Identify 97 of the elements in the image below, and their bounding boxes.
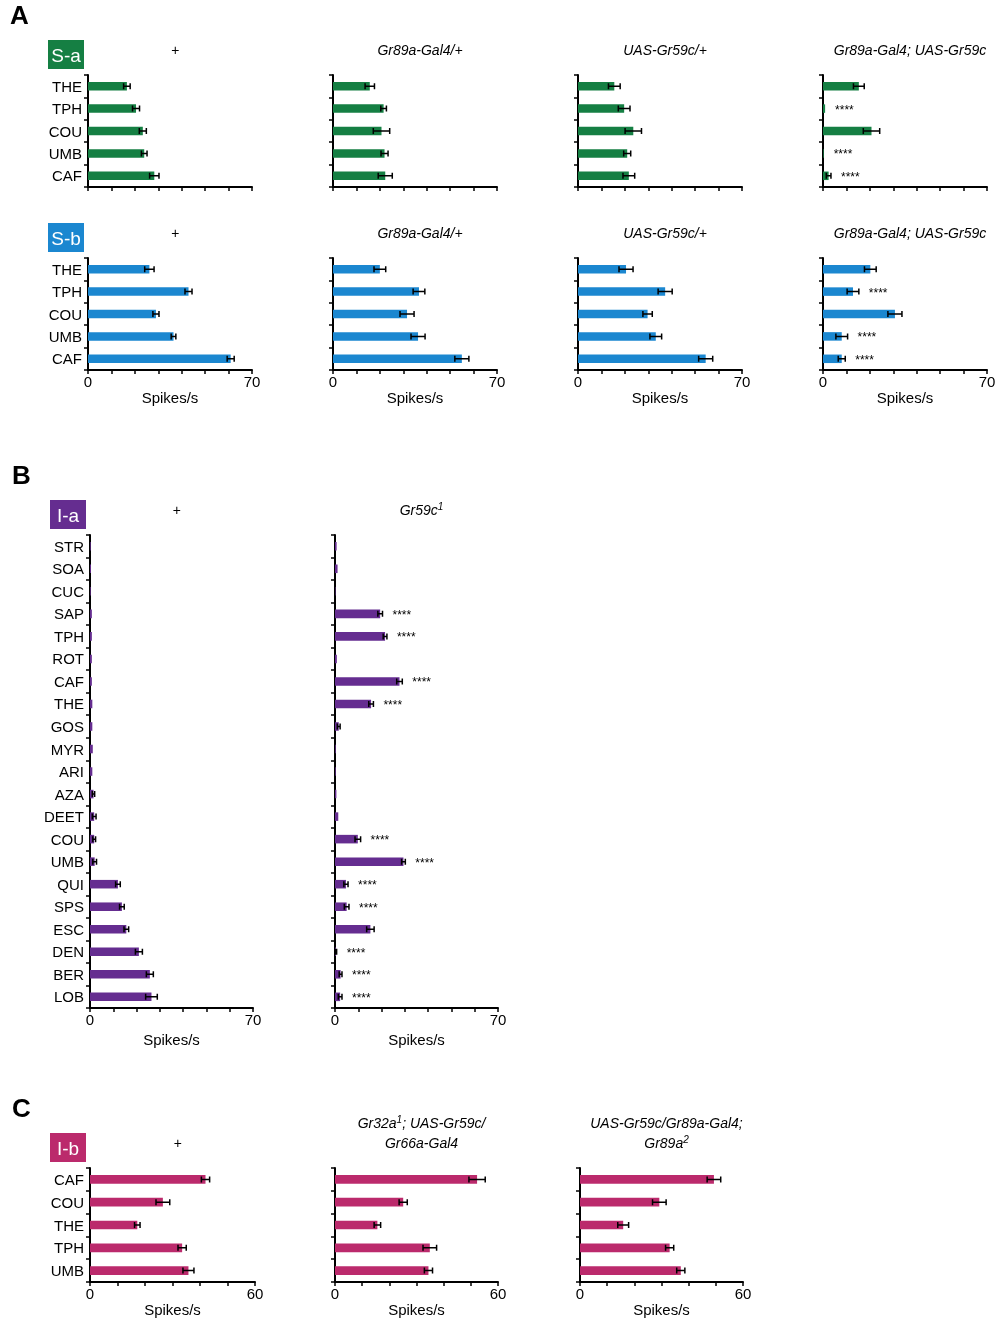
y-tick-label: COU [48,305,82,323]
chart-title: + [170,225,180,241]
y-tick-label: ESC [53,920,85,938]
annotation: **** [351,968,371,983]
y-tick-label: DEN [52,943,84,961]
y-tick-label: GOS [50,717,84,735]
text: A [10,0,29,30]
annotation: **** [346,945,366,960]
annotation: **** [855,352,875,367]
y-tick-label: SOA [52,560,84,578]
y-tick-label: THE [52,260,82,278]
x-axis-title: Spikes/s [141,389,199,406]
x-tick-label: 60 [246,1285,264,1302]
y-tick-label: COU [48,122,82,140]
x-tick-label: 70 [489,1011,507,1029]
y-tick-label: STR [54,537,85,555]
x-tick-label: 70 [488,373,506,390]
y-tick-label: CAF [52,350,82,368]
annotation: **** [412,675,432,690]
x-tick-label: 0 [818,373,828,390]
y-tick-label: COU [50,830,84,848]
chart-title: + [170,42,180,58]
y-tick-label: UMB [48,144,82,162]
y-tick-label: TPH [52,100,82,118]
annotation: **** [415,855,435,870]
y-tick-label: DEET [43,808,84,826]
y-tick-label: UMB [50,1262,84,1280]
chart-title: UAS-Gr59c/+ [623,225,707,241]
chart-subtitle: S-a [51,44,82,66]
y-tick-label: MYR [50,740,85,758]
x-tick-label: 0 [85,1285,95,1302]
x-tick-label: 70 [978,373,996,390]
y-tick-label: TPH [54,627,84,645]
annotation: **** [358,900,378,915]
x-axis-title: Spikes/s [388,1031,445,1048]
y-tick-label: QUI [57,875,84,893]
x-axis-title: Spikes/s [876,389,934,406]
x-axis-title: Spikes/s [143,1031,200,1048]
annotation: **** [358,878,378,893]
x-tick-label: 70 [244,1011,262,1029]
annotation: **** [868,285,888,300]
chart-title: + [172,502,181,518]
y-tick-label: THE [52,77,82,95]
x-axis-title: Spikes/s [631,389,689,406]
x-tick-label: 0 [328,373,338,390]
y-tick-label: UMB [48,327,82,345]
y-tick-label: AZA [54,785,84,803]
y-tick-label: THE [54,1216,84,1234]
chart-subtitle: I-a [56,504,80,526]
x-tick-label: 0 [85,1011,95,1029]
annotation: **** [392,607,412,622]
y-tick-label: TPH [54,1239,84,1257]
chart-title: UAS-Gr59c/+ [623,42,707,58]
x-tick-label: 70 [243,373,261,390]
annotation: **** [840,169,860,184]
chart-subtitle: I-b [56,1137,80,1159]
y-tick-label: SAP [53,605,84,623]
y-tick-label: CAF [52,167,82,185]
text: B [12,460,31,490]
chart-subtitle: S-b [51,227,81,249]
x-axis-title: Spikes/s [633,1301,690,1318]
y-tick-label: CUC [51,582,85,600]
x-tick-label: 0 [573,373,583,390]
chart-title: + [173,1135,182,1151]
y-tick-label: TPH [52,283,82,301]
x-tick-label: 0 [330,1285,340,1302]
y-tick-label: ROT [52,650,84,668]
annotation: **** [835,102,855,117]
annotation: **** [370,833,390,848]
annotation: **** [857,330,877,345]
annotation: **** [351,990,371,1005]
y-tick-label: COU [50,1193,84,1211]
x-axis-title: Spikes/s [144,1301,201,1318]
y-tick-label: CAF [54,672,84,690]
y-tick-label: BER [53,965,85,983]
chart-title: Gr89a-Gal4; UAS-Gr59c [833,225,987,241]
annotation: **** [396,630,416,645]
annotation: **** [383,697,403,712]
x-axis-title: Spikes/s [388,1301,445,1318]
annotation: **** [833,147,853,162]
y-tick-label: ARI [58,763,84,781]
y-tick-label: THE [54,695,84,713]
y-tick-label: UMB [50,853,84,871]
x-tick-label: 0 [575,1285,585,1302]
x-tick-label: 0 [330,1011,340,1029]
chart-title: Gr89a-Gal4/+ [377,225,463,241]
x-tick-label: 0 [83,373,93,390]
y-tick-label: LOB [53,988,84,1006]
chart-title: Gr89a-Gal4; UAS-Gr59c [833,42,987,58]
y-tick-label: SPS [53,898,84,916]
x-tick-label: 60 [489,1285,507,1302]
text: C [12,1093,31,1123]
x-tick-label: 70 [733,373,751,390]
x-axis-title: Spikes/s [386,389,444,406]
y-tick-label: CAF [54,1170,84,1188]
x-tick-label: 60 [734,1285,752,1302]
chart-title: Gr89a-Gal4/+ [377,42,463,58]
